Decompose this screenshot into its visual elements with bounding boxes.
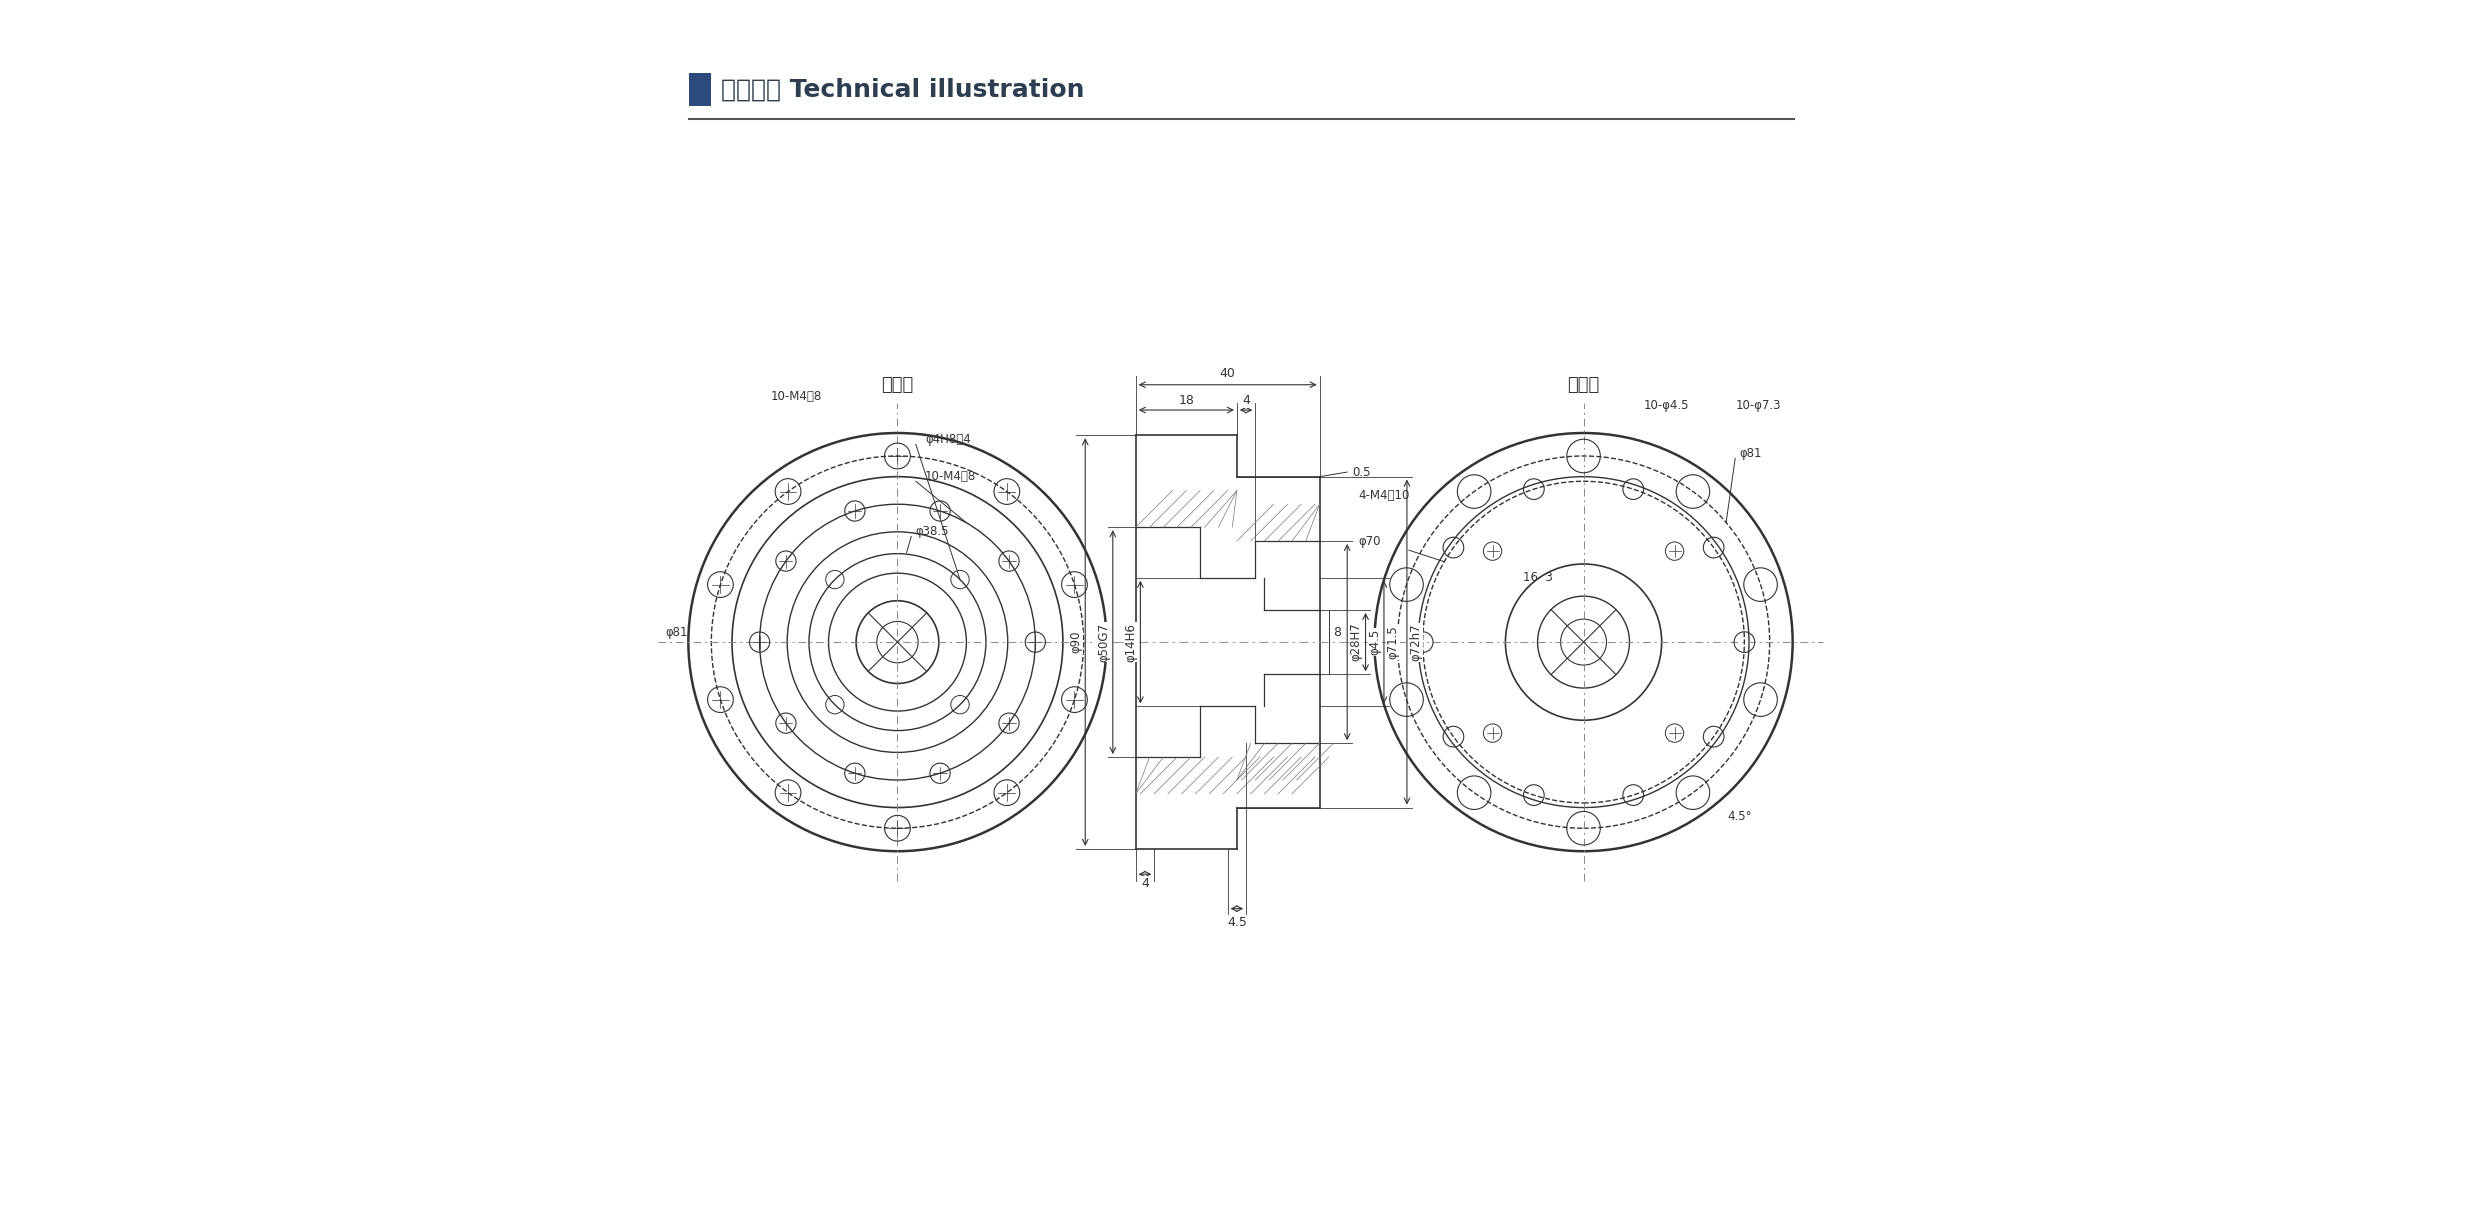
Text: φ28H7: φ28H7 xyxy=(1350,623,1362,662)
Text: 40: 40 xyxy=(1221,367,1236,379)
Text: 4-M4深10: 4-M4深10 xyxy=(1360,488,1409,502)
Bar xyxy=(690,73,712,107)
Text: φ38.5: φ38.5 xyxy=(915,525,950,538)
Text: φ4H8深4: φ4H8深4 xyxy=(925,434,970,446)
Text: 4.5°: 4.5° xyxy=(1727,811,1752,823)
Text: 16  3: 16 3 xyxy=(1523,571,1553,584)
Text: 10-φ7.3: 10-φ7.3 xyxy=(1734,399,1781,412)
Text: 18: 18 xyxy=(1178,394,1193,407)
Text: 技术插图 Technical illustration: 技术插图 Technical illustration xyxy=(719,78,1084,102)
Text: 输出端: 输出端 xyxy=(881,376,913,394)
Text: φ90: φ90 xyxy=(1069,631,1082,653)
Text: 10-φ4.5: 10-φ4.5 xyxy=(1642,399,1690,412)
Text: φ14H6: φ14H6 xyxy=(1124,623,1139,662)
Text: 10-M4深8: 10-M4深8 xyxy=(925,470,978,484)
Text: 10-M4深8: 10-M4深8 xyxy=(772,390,821,404)
Text: φ71.5: φ71.5 xyxy=(1387,625,1399,659)
Text: φ4.5: φ4.5 xyxy=(1367,629,1382,656)
Text: φ50G7: φ50G7 xyxy=(1097,623,1109,662)
Text: 4: 4 xyxy=(1243,394,1250,407)
Text: 0.5: 0.5 xyxy=(1352,465,1370,479)
Text: 输入端: 输入端 xyxy=(1568,376,1600,394)
Text: φ72h7: φ72h7 xyxy=(1409,623,1422,661)
Text: φ81: φ81 xyxy=(1739,447,1762,461)
Text: 4: 4 xyxy=(1141,876,1149,890)
Text: 8: 8 xyxy=(1332,627,1342,640)
Text: φ81: φ81 xyxy=(665,627,687,640)
Text: 4.5: 4.5 xyxy=(1228,916,1248,928)
Text: φ70: φ70 xyxy=(1360,534,1382,548)
